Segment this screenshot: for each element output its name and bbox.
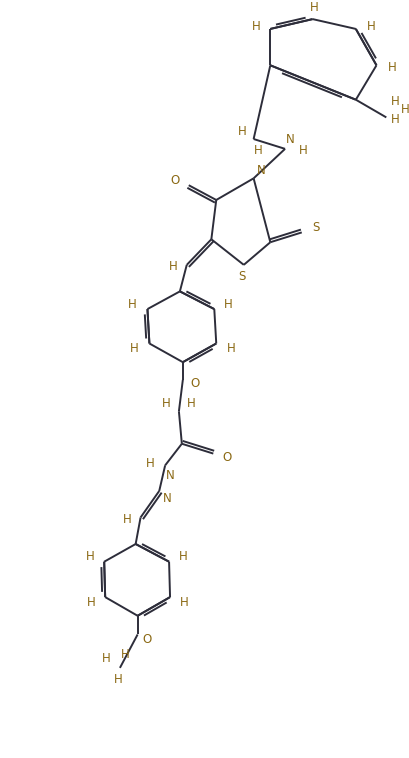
Text: H: H — [86, 550, 95, 563]
Text: H: H — [87, 596, 96, 609]
Text: H: H — [122, 513, 131, 526]
Text: H: H — [310, 1, 319, 14]
Text: N: N — [257, 164, 266, 177]
Text: N: N — [166, 468, 174, 481]
Text: O: O — [190, 377, 199, 390]
Text: H: H — [299, 144, 307, 158]
Text: H: H — [388, 61, 397, 74]
Text: N: N — [163, 492, 171, 506]
Text: H: H — [187, 397, 196, 410]
Text: N: N — [285, 133, 294, 146]
Text: H: H — [130, 342, 139, 355]
Text: H: H — [178, 550, 187, 563]
Text: H: H — [114, 673, 122, 686]
Text: H: H — [128, 298, 137, 311]
Text: H: H — [391, 113, 400, 126]
Text: H: H — [367, 20, 376, 33]
Text: H: H — [238, 124, 246, 138]
Text: O: O — [143, 633, 152, 646]
Text: S: S — [312, 221, 319, 234]
Text: H: H — [224, 298, 232, 311]
Text: H: H — [252, 20, 261, 33]
Text: H: H — [146, 457, 155, 470]
Text: H: H — [180, 596, 188, 609]
Text: H: H — [254, 144, 263, 158]
Text: H: H — [401, 103, 409, 116]
Text: O: O — [170, 174, 180, 186]
Text: H: H — [162, 397, 171, 410]
Text: H: H — [121, 647, 129, 661]
Text: H: H — [102, 652, 110, 665]
Text: S: S — [238, 270, 245, 283]
Text: H: H — [169, 260, 178, 274]
Text: H: H — [227, 342, 235, 355]
Text: H: H — [391, 96, 400, 108]
Text: O: O — [222, 451, 231, 464]
